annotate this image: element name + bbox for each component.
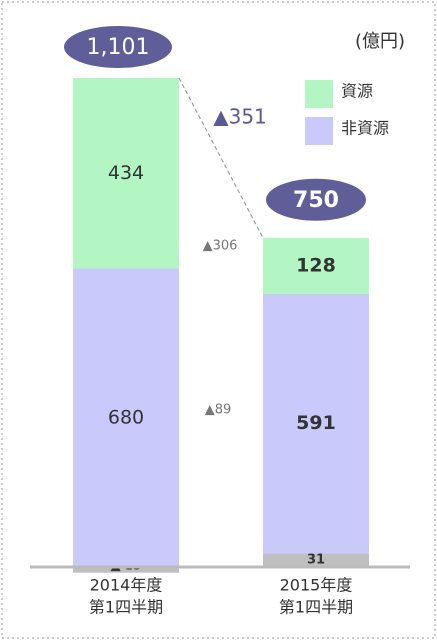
bar-segment — [263, 553, 369, 567]
connector — [178, 77, 264, 239]
x-tick-label: 第1四半期 — [279, 598, 353, 617]
x-tick-label: 2015年度 — [280, 576, 353, 595]
bar-segment — [73, 567, 179, 573]
legend-label: 非資源 — [341, 119, 389, 138]
annotation: ▲351 — [213, 105, 267, 129]
legend-swatch — [305, 80, 333, 108]
bar-segment — [73, 268, 179, 567]
value-label: 434 — [108, 162, 144, 184]
x-tick-label: 第1四半期 — [89, 598, 163, 617]
bar-segment — [263, 237, 369, 294]
total-badge — [64, 26, 172, 68]
legend-label: 資源 — [341, 82, 373, 101]
bar-segment — [73, 78, 179, 269]
connector — [178, 77, 264, 239]
value-label: 591 — [296, 412, 336, 434]
legend-swatch — [305, 117, 333, 145]
value-label: 680 — [108, 406, 144, 428]
value-label: 128 — [296, 254, 336, 276]
x-tick-label: 2014年度 — [90, 576, 163, 595]
bar-segment — [263, 293, 369, 554]
annotation: ▲306 — [203, 239, 238, 254]
annotation: ▲89 — [205, 403, 232, 418]
total-badge — [266, 178, 366, 221]
total-label: 1,101 — [87, 35, 150, 60]
total-label: 750 — [293, 188, 339, 213]
unit-label: (億円) — [355, 31, 405, 52]
value-label: 31 — [307, 553, 325, 568]
